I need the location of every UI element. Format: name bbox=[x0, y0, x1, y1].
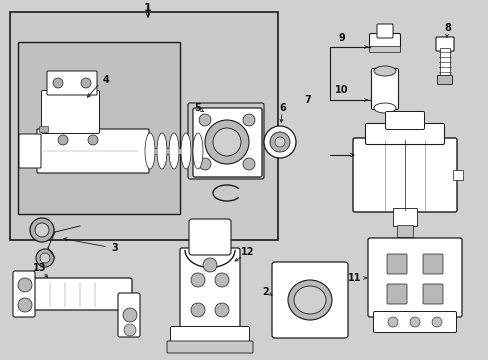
Text: 13: 13 bbox=[33, 263, 47, 273]
Circle shape bbox=[269, 132, 289, 152]
Ellipse shape bbox=[157, 133, 167, 169]
FancyBboxPatch shape bbox=[180, 248, 240, 332]
Circle shape bbox=[191, 273, 204, 287]
Circle shape bbox=[53, 78, 63, 88]
Circle shape bbox=[264, 126, 295, 158]
Ellipse shape bbox=[287, 280, 331, 320]
FancyBboxPatch shape bbox=[371, 68, 398, 109]
Circle shape bbox=[18, 298, 32, 312]
FancyBboxPatch shape bbox=[28, 278, 132, 310]
Circle shape bbox=[199, 158, 210, 170]
Bar bbox=[10, 12, 278, 240]
Circle shape bbox=[123, 308, 137, 322]
FancyBboxPatch shape bbox=[271, 262, 347, 338]
FancyBboxPatch shape bbox=[41, 90, 99, 134]
FancyBboxPatch shape bbox=[365, 123, 444, 144]
FancyBboxPatch shape bbox=[47, 71, 97, 95]
FancyBboxPatch shape bbox=[170, 327, 249, 346]
FancyBboxPatch shape bbox=[189, 219, 230, 255]
FancyBboxPatch shape bbox=[40, 126, 48, 132]
FancyBboxPatch shape bbox=[19, 134, 41, 168]
FancyBboxPatch shape bbox=[376, 24, 392, 38]
Circle shape bbox=[431, 317, 441, 327]
Bar bbox=[452, 170, 462, 180]
Bar bbox=[18, 42, 180, 214]
Bar bbox=[392, 208, 416, 226]
Circle shape bbox=[213, 128, 241, 156]
FancyBboxPatch shape bbox=[386, 254, 406, 274]
Circle shape bbox=[409, 317, 419, 327]
Ellipse shape bbox=[145, 133, 155, 169]
FancyBboxPatch shape bbox=[13, 271, 35, 317]
Ellipse shape bbox=[193, 133, 203, 169]
Text: 9: 9 bbox=[338, 33, 345, 43]
Text: 10: 10 bbox=[335, 85, 348, 95]
FancyBboxPatch shape bbox=[437, 76, 451, 85]
Circle shape bbox=[203, 258, 217, 272]
FancyBboxPatch shape bbox=[37, 129, 149, 173]
Circle shape bbox=[58, 135, 68, 145]
Circle shape bbox=[191, 303, 204, 317]
FancyBboxPatch shape bbox=[422, 254, 442, 274]
Circle shape bbox=[199, 114, 210, 126]
Circle shape bbox=[204, 120, 248, 164]
FancyBboxPatch shape bbox=[352, 138, 456, 212]
Text: 2: 2 bbox=[262, 287, 269, 297]
FancyBboxPatch shape bbox=[118, 293, 140, 337]
FancyBboxPatch shape bbox=[373, 311, 456, 333]
Ellipse shape bbox=[373, 66, 395, 76]
Circle shape bbox=[30, 218, 54, 242]
FancyBboxPatch shape bbox=[385, 112, 424, 130]
FancyBboxPatch shape bbox=[386, 284, 406, 304]
Circle shape bbox=[88, 135, 98, 145]
FancyBboxPatch shape bbox=[187, 103, 264, 179]
FancyBboxPatch shape bbox=[435, 37, 453, 51]
FancyBboxPatch shape bbox=[167, 341, 252, 353]
Circle shape bbox=[124, 324, 136, 336]
Circle shape bbox=[274, 137, 285, 147]
Bar bbox=[396, 225, 412, 237]
Text: 7: 7 bbox=[304, 95, 311, 105]
Text: 8: 8 bbox=[444, 23, 450, 33]
Circle shape bbox=[243, 114, 254, 126]
Text: 6: 6 bbox=[279, 103, 286, 113]
Text: 5: 5 bbox=[194, 103, 201, 113]
Ellipse shape bbox=[293, 286, 325, 314]
Circle shape bbox=[387, 317, 397, 327]
Circle shape bbox=[35, 223, 49, 237]
FancyBboxPatch shape bbox=[367, 238, 461, 317]
Circle shape bbox=[36, 249, 54, 267]
FancyBboxPatch shape bbox=[193, 108, 262, 177]
Text: 1: 1 bbox=[144, 3, 152, 13]
Circle shape bbox=[243, 158, 254, 170]
Circle shape bbox=[18, 278, 32, 292]
Text: 11: 11 bbox=[347, 273, 361, 283]
Ellipse shape bbox=[169, 133, 179, 169]
Bar bbox=[439, 48, 449, 78]
Text: 3: 3 bbox=[111, 243, 118, 253]
FancyBboxPatch shape bbox=[422, 284, 442, 304]
Text: 12: 12 bbox=[241, 247, 254, 257]
Ellipse shape bbox=[181, 133, 191, 169]
Circle shape bbox=[215, 273, 228, 287]
FancyBboxPatch shape bbox=[369, 33, 400, 50]
FancyBboxPatch shape bbox=[369, 46, 400, 53]
Text: 4: 4 bbox=[102, 75, 109, 85]
Ellipse shape bbox=[373, 103, 395, 113]
Bar bbox=[148, 148, 207, 154]
Circle shape bbox=[81, 78, 91, 88]
Circle shape bbox=[215, 303, 228, 317]
Circle shape bbox=[40, 253, 50, 263]
